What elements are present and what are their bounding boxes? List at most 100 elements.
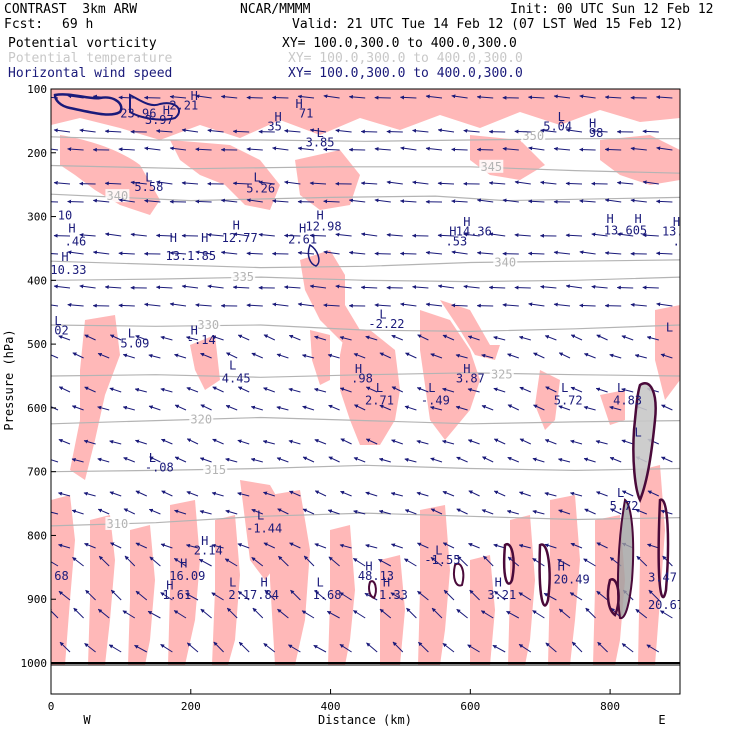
wind-arrow: [616, 232, 634, 237]
wind-arrow: [616, 285, 634, 290]
contour-annotation: .46: [65, 234, 87, 248]
wind-arrow: [251, 557, 264, 567]
wind-arrow: [379, 352, 392, 359]
wind-arrow: [635, 608, 648, 619]
wind-arrow: [457, 555, 468, 567]
contour-annotation: H: [191, 324, 198, 338]
wind-arrow: [174, 404, 187, 411]
x-tick-label: 600: [460, 700, 480, 713]
contour-annotation: 12.98: [306, 220, 342, 234]
wind-arrow: [467, 439, 480, 445]
wind-arrow: [468, 490, 480, 497]
contour-annotation: 13.1.85: [165, 249, 216, 263]
wind-arrow: [476, 198, 494, 203]
contour-annotation: H: [163, 104, 170, 118]
contour-annotation: 13.8: [687, 94, 716, 108]
model-title: CONTRAST 3km ARW: [4, 2, 138, 17]
pv-shade-region: [70, 315, 120, 480]
wind-arrow: [467, 335, 480, 341]
wind-arrow: [186, 438, 199, 445]
wind-arrow: [506, 509, 519, 515]
y-tick-label: 500: [27, 338, 47, 351]
field-xy-pv: XY= 100.0,300.0 to 400.0,300.0: [282, 36, 517, 51]
wind-arrow: [211, 543, 224, 549]
wind-arrow: [656, 302, 673, 307]
wind-arrow: [493, 387, 506, 393]
y-tick-label: 200: [27, 147, 47, 160]
wind-arrow: [467, 644, 480, 653]
pv-shade-region: [380, 555, 405, 665]
wind-arrow: [147, 610, 161, 619]
wind-arrow: [263, 387, 275, 393]
pv-contour: [606, 578, 620, 617]
contour-annotation: H: [355, 362, 362, 376]
wind-arrow: [416, 491, 429, 497]
wind-arrow: [232, 181, 250, 186]
fcst-label: Fcst:: [4, 17, 44, 32]
wind-arrow: [51, 201, 59, 203]
contour-annotation: 5.04: [543, 119, 572, 133]
wind-arrow: [584, 353, 596, 359]
wind-arrow: [348, 94, 366, 99]
wind-arrow: [195, 250, 212, 255]
wind-arrow: [174, 509, 187, 515]
wind-arrow: [108, 644, 122, 653]
contour-annotation: 12.77: [222, 231, 258, 245]
wind-arrow: [348, 198, 366, 203]
wind-arrow: [476, 250, 494, 255]
wind-arrow: [169, 251, 187, 256]
wind-arrow: [340, 438, 352, 445]
wind-arrow: [105, 232, 122, 237]
wind-arrow: [213, 641, 224, 653]
wind-arrow: [390, 592, 404, 601]
wind-arrow: [207, 128, 224, 133]
wind-arrow: [135, 335, 147, 341]
wind-arrow: [79, 233, 96, 237]
wind-arrow: [309, 128, 327, 133]
pv-contour: [538, 543, 551, 607]
wind-arrow: [656, 146, 673, 151]
center-title: NCAR/MMMM: [240, 2, 311, 17]
wind-arrow: [604, 95, 622, 100]
isentrope-label-bg: [203, 462, 228, 476]
wind-arrow: [400, 302, 417, 307]
contour-annotation: 3.87: [456, 371, 485, 385]
wind-arrow: [263, 491, 275, 497]
contour-annotation: H: [495, 575, 502, 589]
wind-arrow: [595, 439, 608, 445]
wind-arrow: [53, 180, 71, 185]
wind-arrow: [130, 180, 147, 185]
wind-arrow: [417, 542, 429, 549]
wind-arrow: [144, 198, 161, 203]
wind-arrow: [417, 334, 429, 341]
pv-contour: [368, 580, 377, 600]
wind-arrow: [481, 353, 494, 359]
wind-arrow: [558, 509, 571, 515]
wind-arrow: [160, 592, 173, 601]
contour-annotation: .48: [678, 132, 700, 146]
wind-arrow: [169, 302, 187, 307]
wind-arrow: [195, 303, 212, 308]
wind-arrow: [313, 644, 327, 653]
wind-arrow: [67, 250, 84, 255]
wind-arrow: [528, 302, 545, 307]
wind-arrow: [118, 251, 135, 256]
contour-annotation: 48.13: [358, 569, 394, 583]
wind-arrow: [442, 643, 455, 653]
contour-annotation: H: [295, 97, 302, 111]
wind-arrow: [565, 233, 583, 238]
wind-arrow: [339, 643, 352, 653]
wind-arrow: [374, 198, 391, 203]
wind-arrow: [109, 334, 122, 341]
wind-arrow: [543, 592, 557, 601]
wind-arrow: [488, 232, 506, 237]
wind-arrow: [390, 491, 403, 497]
wind-arrow: [630, 198, 647, 203]
contour-annotation: .98: [351, 371, 373, 385]
wind-arrow: [258, 232, 275, 237]
contour-annotation: 4.45: [222, 371, 251, 385]
wind-arrow: [430, 508, 443, 515]
wind-arrow: [144, 146, 161, 151]
contour-annotation: H: [68, 222, 75, 236]
wind-arrow: [455, 353, 468, 359]
